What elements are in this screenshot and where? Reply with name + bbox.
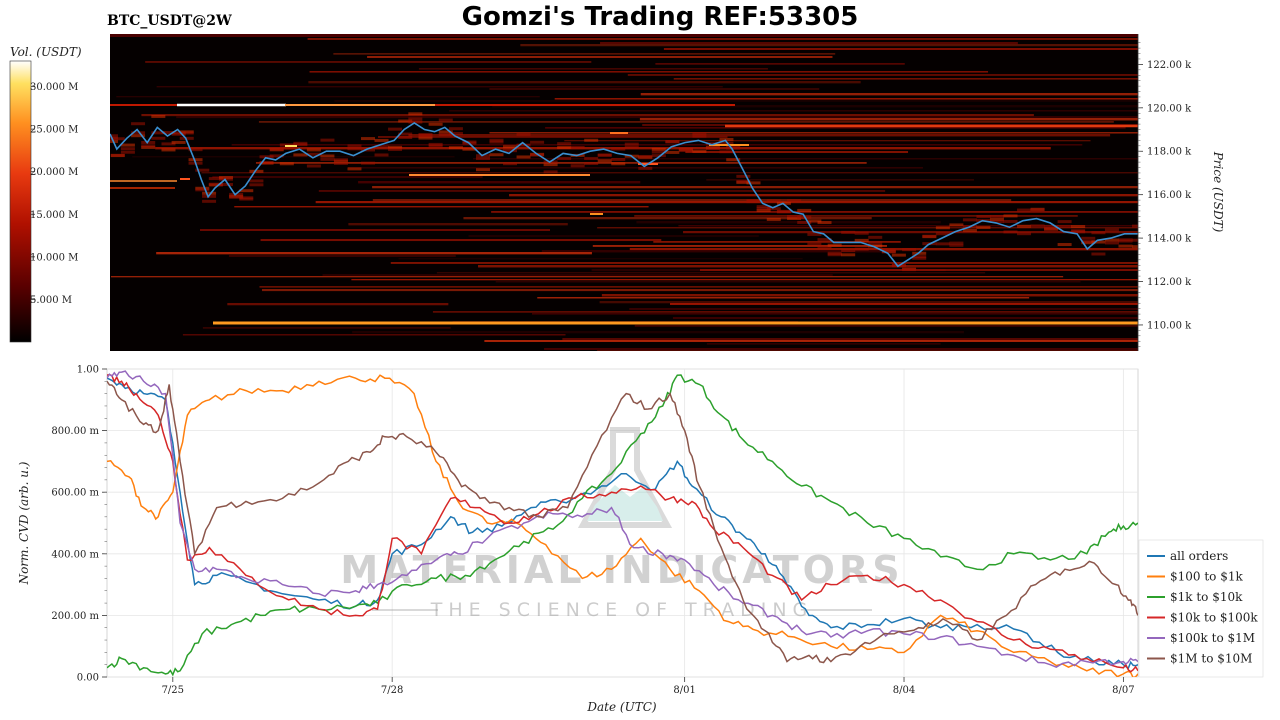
legend-entry[interactable]: $10k to $100k [1170, 611, 1258, 625]
cvd-series-2 [107, 374, 1138, 677]
price-axis-label: Price (USDT) [1211, 151, 1225, 233]
price-tick-label: 112.00 k [1147, 277, 1192, 288]
legend-box [1138, 539, 1264, 678]
cvd-x-ticks: 7/25 7/28 8/01 8/04 8/07 [162, 677, 1135, 696]
cvd-y-tick-label: 0.00 [77, 673, 99, 684]
cvd-y-tick-label: 400.00 m [51, 549, 99, 560]
price-tick-label: 116.00 k [1147, 190, 1192, 201]
watermark-line1: MATERIAL INDICATORS [340, 548, 903, 592]
price-tick-label: 110.00 k [1147, 320, 1192, 331]
cvd-y-axis-label: Norm. CVD (arb. u.) [17, 461, 31, 585]
price-tick-label: 118.00 k [1147, 147, 1192, 158]
legend-entry[interactable]: $100k to $1M [1170, 631, 1255, 645]
colorbar [9, 60, 32, 343]
colorbar-tick-label: 20.000 M [30, 167, 78, 178]
cvd-y-tick-label: 1.00 [77, 365, 99, 376]
colorbar-ticks: 30.000 M 25.000 M 20.000 M 15.000 M 10.000 M… [30, 82, 78, 306]
cvd-y-tick-label: 800.00 m [51, 426, 99, 437]
cvd-y-ticks: 0.00 200.00 m 400.00 m 600.00 m 800.00 m 1.00 [51, 365, 107, 684]
price-tick-label: 120.00 k [1147, 103, 1192, 114]
heatmap-panel: 110.00 k 112.00 k 114.00 k 116.00 k 118.00 k… [110, 34, 1225, 351]
cvd-series-3 [107, 373, 1138, 673]
cvd-plot-area [106, 368, 1139, 678]
cvd-y-tick-label: 600.00 m [51, 488, 99, 499]
price-series-line [110, 122, 1138, 268]
cvd-x-tick-label: 8/07 [1112, 685, 1134, 696]
legend-entry[interactable]: $1M to $10M [1170, 652, 1252, 666]
legend-entry[interactable]: $1k to $10k [1170, 590, 1243, 604]
cvd-series-lines [107, 370, 1138, 677]
legend-entry[interactable]: $100 to $1k [1170, 570, 1243, 584]
symbol-label: BTC_USDT@2W [107, 13, 232, 29]
legend[interactable]: all orders $100 to $1k $1k to $10k $10k to … [1138, 539, 1264, 678]
cvd-grid [107, 368, 1138, 678]
price-axis-ticks: 110.00 k 112.00 k 114.00 k 116.00 k 118.00 k… [1138, 42, 1192, 347]
colorbar-tick-label: 5.000 M [30, 295, 72, 306]
colorbar-label: Vol. (USDT) [10, 45, 82, 59]
cvd-x-axis-label: Date (UTC) [586, 700, 656, 714]
cvd-series-4 [107, 370, 1138, 669]
colorbar-tick-label: 10.000 M [30, 252, 78, 263]
price-tick-label: 114.00 k [1147, 234, 1192, 245]
cvd-panel: MATERIAL INDICATORS THE SCIENCE OF TRADI… [17, 365, 1139, 714]
cvd-x-tick-label: 7/25 [162, 685, 184, 696]
order-book-bands [110, 34, 1138, 351]
price-tick-label: 122.00 k [1147, 60, 1192, 71]
cvd-series-5 [107, 380, 1138, 664]
chart-title: Gomzi's Trading REF:53305 [462, 2, 859, 32]
colorbar-tick-label: 15.000 M [30, 210, 78, 221]
cvd-series-1 [107, 374, 1138, 677]
colorbar-tick-label: 30.000 M [30, 82, 78, 93]
legend-entry[interactable]: all orders [1170, 549, 1228, 563]
cvd-x-tick-label: 8/01 [673, 685, 695, 696]
cvd-x-tick-label: 8/04 [893, 685, 915, 696]
cvd-x-tick-label: 7/28 [381, 685, 403, 696]
colorbar-tick-label: 25.000 M [30, 125, 78, 136]
cvd-y-tick-label: 200.00 m [51, 611, 99, 622]
